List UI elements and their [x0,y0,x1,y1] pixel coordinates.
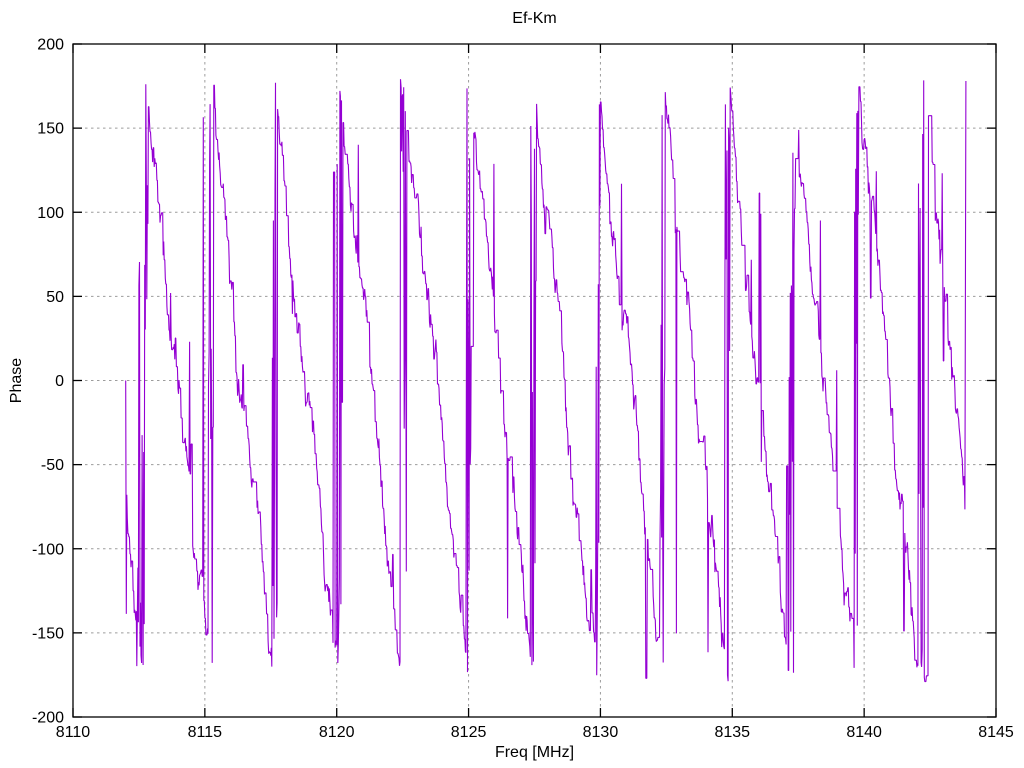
x-tick-label: 8135 [714,724,750,741]
y-axis-label: Phase [8,358,25,403]
y-tick-label: 200 [37,37,64,54]
y-tick-label: 150 [37,121,64,138]
x-tick-label: 8115 [188,724,223,741]
chart-title: Ef-Km [512,10,556,27]
y-tick-label: 100 [37,205,64,222]
plot-border [72,43,997,718]
x-tick-label: 8120 [319,724,355,741]
x-tick-label: 8145 [978,724,1014,741]
y-tick-label: -200 [32,710,64,727]
x-tick-label: 8140 [846,724,882,741]
y-tick-label: -150 [32,625,64,642]
x-tick-label: 8110 [56,724,91,741]
tick-labels: 8110 8115 8120 8125 8130 8135 8140 8145 -200 -150… [32,37,1014,742]
x-tick-label: 8125 [451,724,487,741]
x-axis-label: Freq [MHz] [495,744,574,761]
y-tick-label: -100 [32,541,64,558]
x-tick-label: 8130 [583,724,619,741]
phase-trace [125,79,967,683]
y-tick-label: 0 [55,373,64,390]
y-tick-label: 50 [46,289,64,306]
y-tick-label: -50 [41,457,64,474]
